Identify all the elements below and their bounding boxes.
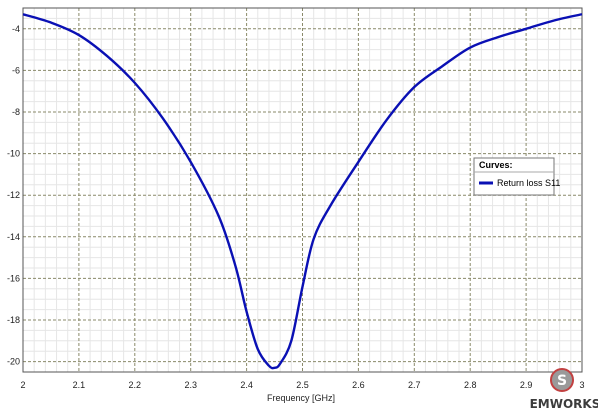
y-tick-labels: -4 -6 -8 -10 -12 -14 -16 -18 -20 [7, 24, 20, 367]
series-layer [22, 13, 583, 370]
plot-frame [22, 7, 583, 373]
y-tick-label: -18 [7, 315, 20, 325]
y-tick-label: -12 [7, 190, 20, 200]
legend: Curves: Return loss S11 [473, 157, 560, 196]
y-tick-label: -6 [12, 65, 20, 75]
x-tick-label: 2.2 [129, 380, 142, 390]
x-tick-label: 2.7 [408, 380, 421, 390]
x-tick-label: 2.9 [520, 380, 533, 390]
y-tick-label: -20 [7, 357, 20, 367]
x-tick-label: 2.8 [464, 380, 477, 390]
legend-title: Curves: [479, 160, 513, 170]
x-tick-label: 2.1 [73, 380, 86, 390]
x-tick-labels: 2 2.1 2.2 2.3 2.4 2.5 2.6 2.7 2.8 2.9 3 [20, 380, 584, 390]
x-tick-label: 2.3 [184, 380, 197, 390]
x-tick-label: 2.4 [240, 380, 253, 390]
y-tick-label: -10 [7, 149, 20, 159]
y-tick-label: -16 [7, 273, 20, 283]
svg-text:S: S [557, 373, 567, 389]
emworks-s-logo-icon: S [550, 368, 574, 392]
y-tick-label: -14 [7, 232, 20, 242]
emworks-logo: S EMWORKS [530, 368, 598, 411]
x-axis-title: Frequency [GHz] [267, 393, 335, 403]
logo-wordmark: EMWORKS [530, 397, 598, 411]
x-tick-label: 2.6 [352, 380, 365, 390]
minor-grid [23, 7, 582, 373]
y-tick-label: -8 [12, 107, 20, 117]
series-line-return-loss-s11 [22, 13, 583, 370]
legend-series-label: Return loss S11 [497, 178, 560, 188]
legend-box [473, 157, 555, 196]
x-tick-label: 2.5 [296, 380, 309, 390]
y-tick-label: -4 [12, 24, 20, 34]
x-tick-label: 3 [579, 380, 584, 390]
x-tick-label: 2 [20, 380, 25, 390]
